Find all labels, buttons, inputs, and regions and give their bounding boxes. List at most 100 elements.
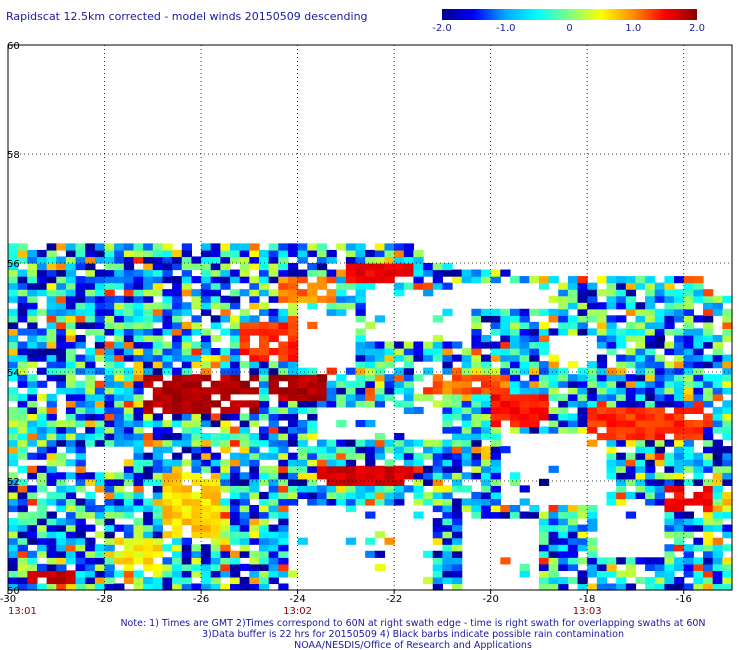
heatmap-cell (94, 544, 106, 552)
heatmap-cell (133, 393, 144, 401)
heatmap-cell (674, 478, 685, 486)
heatmap-cell (461, 419, 472, 428)
heatmap-cell (230, 348, 241, 356)
heatmap-cell (577, 537, 588, 545)
heatmap-cell (683, 289, 694, 297)
heatmap-cell (85, 504, 96, 513)
heatmap-cell (316, 243, 328, 251)
heatmap-cell (355, 276, 366, 284)
heatmap-cell (258, 531, 270, 539)
heatmap-cell (220, 439, 231, 447)
heatmap-cell (56, 472, 67, 480)
heatmap-cell (268, 446, 279, 454)
heatmap-cell (326, 465, 337, 473)
heatmap-cell (461, 393, 472, 401)
heatmap-cell (181, 544, 193, 552)
heatmap-cell (403, 465, 415, 473)
heatmap-cell (191, 518, 202, 526)
heatmap-cell (104, 413, 115, 421)
heatmap-cell (490, 426, 501, 434)
heatmap-cell (162, 504, 173, 513)
heatmap-cell (567, 504, 579, 513)
heatmap-cell (94, 334, 106, 343)
heatmap-cell (239, 452, 250, 460)
heatmap-cell (210, 550, 221, 558)
heatmap-cell (191, 583, 202, 591)
heatmap-cell (703, 387, 714, 395)
heatmap-cell (403, 341, 415, 349)
heatmap-cell (606, 328, 617, 336)
heatmap-cell (287, 478, 299, 486)
heatmap-cell (645, 426, 656, 434)
heatmap-cell (538, 374, 550, 382)
heatmap-cell (114, 256, 125, 264)
heatmap-cell (316, 387, 328, 395)
heatmap-cell (297, 419, 308, 428)
heatmap-cell (423, 282, 434, 290)
heatmap-cell (374, 361, 386, 369)
heatmap-cell (703, 452, 714, 460)
heatmap-cell (403, 393, 415, 401)
heatmap-cell (654, 452, 666, 460)
heatmap-cell (220, 295, 231, 303)
heatmap-cell (413, 282, 424, 290)
heatmap-cell (104, 249, 115, 258)
heatmap-cell (287, 419, 299, 428)
heatmap-cell (664, 485, 675, 493)
heatmap-cell (403, 256, 415, 264)
heatmap-cell (56, 576, 67, 585)
heatmap-cell (258, 393, 270, 401)
heatmap-cell (529, 413, 540, 421)
heatmap-cell (606, 472, 617, 480)
heatmap-cell (442, 446, 453, 454)
heatmap-cell (27, 563, 38, 571)
heatmap-cell (355, 308, 366, 316)
heatmap-cell (143, 276, 154, 284)
heatmap-cell (8, 393, 19, 401)
heatmap-cell (46, 570, 57, 578)
heatmap-cell (278, 276, 289, 284)
heatmap-cell (577, 302, 588, 310)
heatmap-cell (278, 452, 289, 460)
heatmap-cell (442, 269, 453, 277)
heatmap-cell (442, 524, 453, 532)
heatmap-cell (104, 263, 115, 271)
heatmap-cell (394, 367, 405, 375)
heatmap-cell (529, 361, 540, 369)
heatmap-cell (481, 433, 492, 441)
heatmap-cell (394, 387, 405, 395)
heatmap-cell (664, 563, 675, 571)
heatmap-cell (8, 524, 19, 532)
heatmap-cell (85, 380, 96, 388)
heatmap-cell (712, 518, 723, 526)
heatmap-cell (606, 387, 617, 395)
heatmap-cell (65, 413, 77, 421)
heatmap-cell (712, 583, 723, 591)
heatmap-cell (201, 524, 212, 532)
heatmap-cell (201, 400, 212, 408)
heatmap-cell (538, 583, 550, 591)
heatmap-cell (17, 380, 28, 388)
heatmap-cell (481, 334, 492, 343)
heatmap-cell (17, 426, 28, 434)
heatmap-cell (365, 550, 376, 558)
heatmap-cell (162, 302, 173, 310)
heatmap-cell (452, 498, 463, 506)
heatmap-cell (104, 256, 115, 264)
heatmap-cell (664, 524, 675, 532)
heatmap-cell (722, 511, 733, 519)
heatmap-cell (442, 544, 453, 552)
heatmap-cell (8, 452, 19, 460)
heatmap-cell (258, 504, 270, 513)
heatmap-cell (27, 361, 38, 369)
heatmap-cell (606, 289, 617, 297)
heatmap-cell (645, 465, 656, 473)
heatmap-cell (230, 243, 241, 251)
heatmap-cell (65, 544, 77, 552)
heatmap-cell (452, 550, 463, 558)
heatmap-cell (403, 439, 415, 447)
heatmap-cell (635, 557, 646, 565)
heatmap-cell (287, 315, 299, 323)
heatmap-cell (461, 406, 472, 415)
heatmap-cell (529, 387, 540, 395)
